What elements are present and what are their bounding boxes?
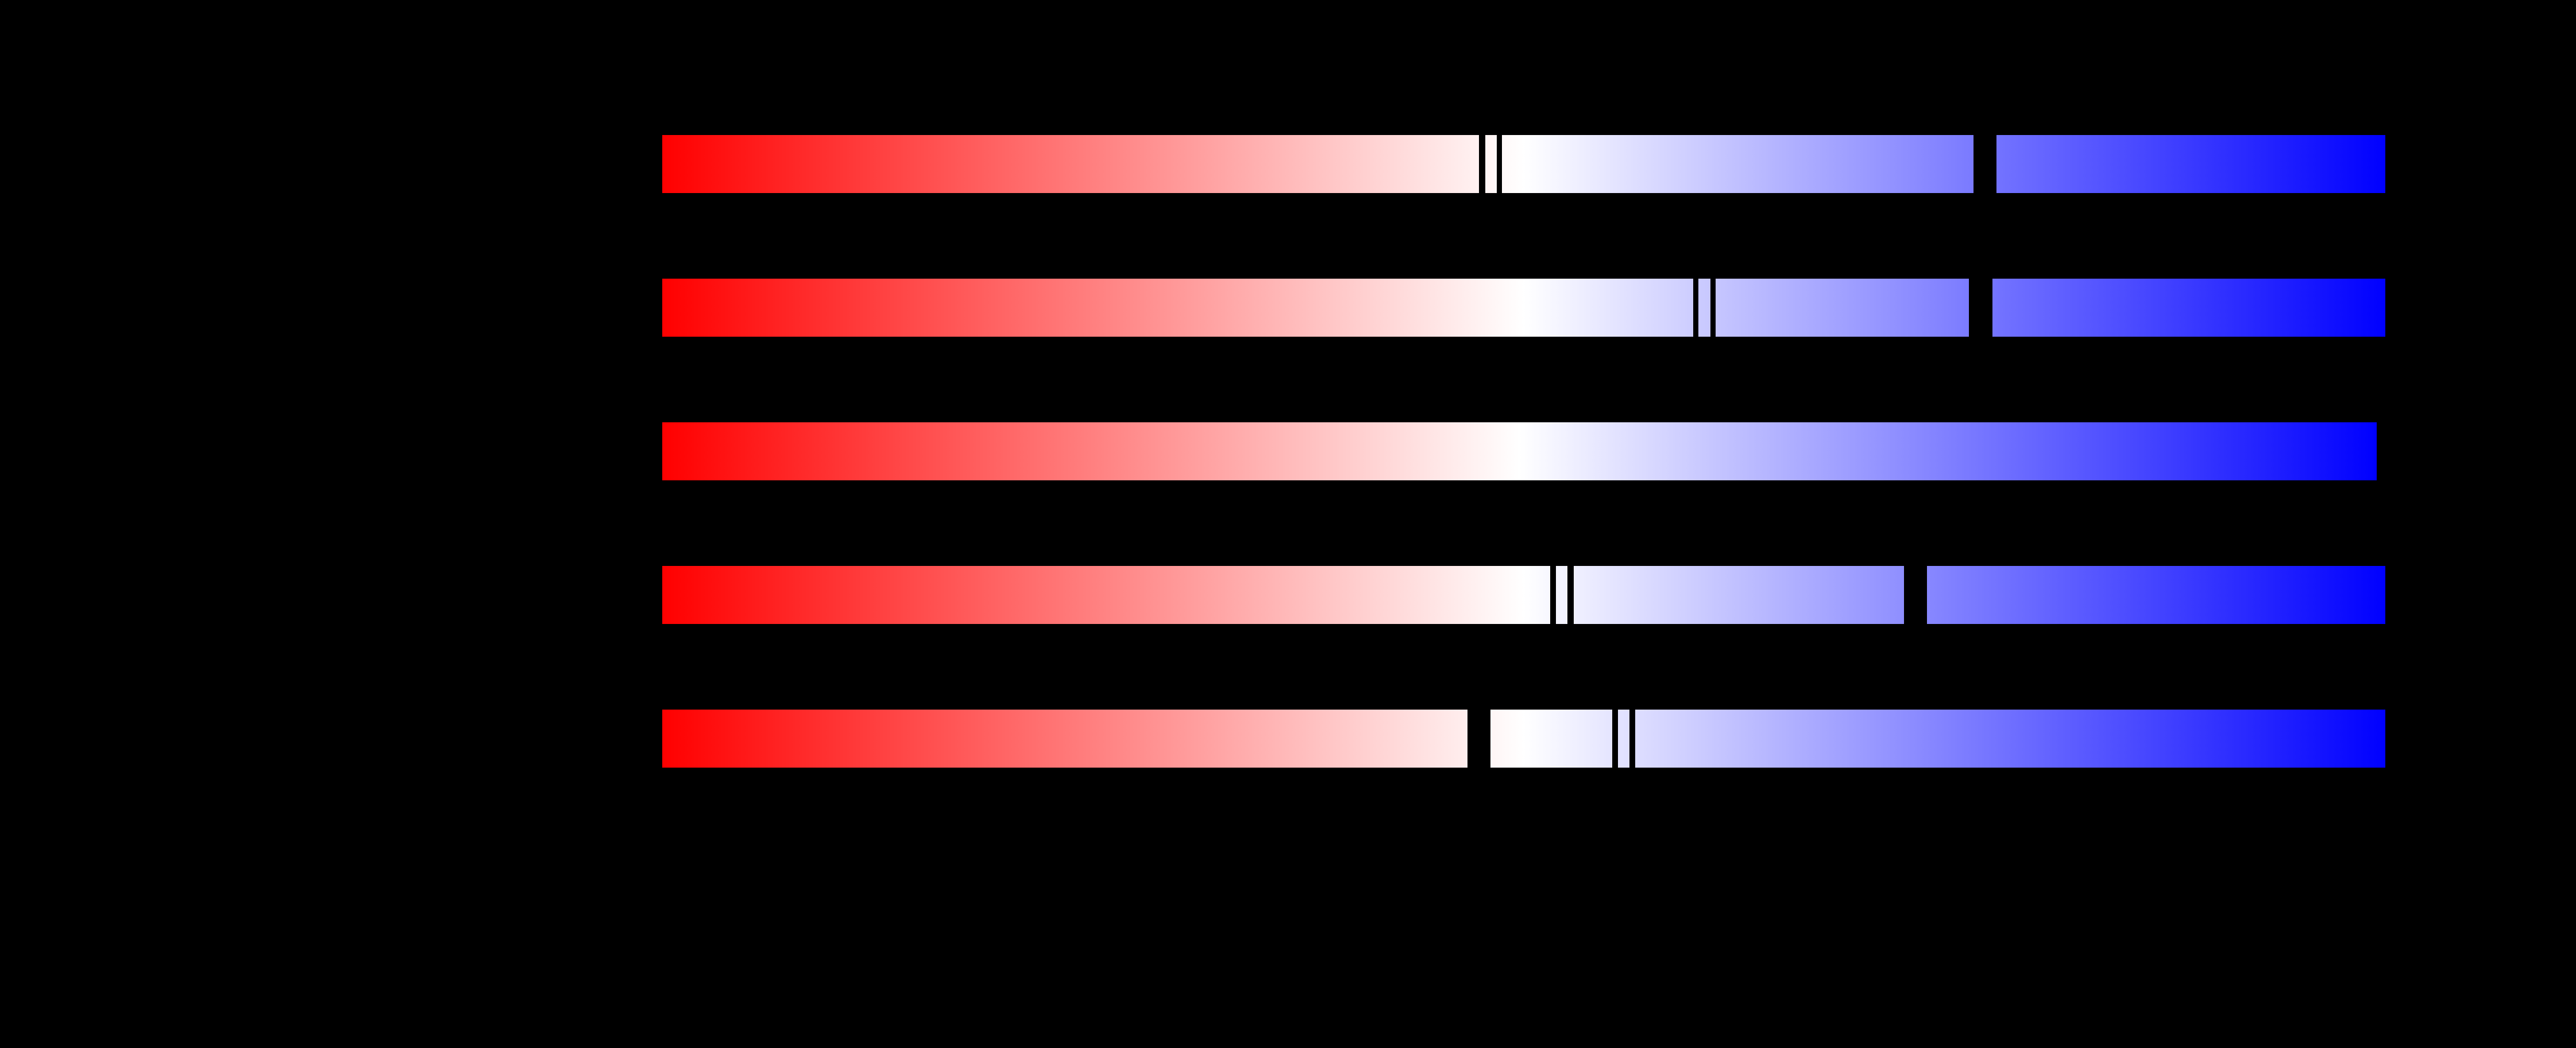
- marker-block-wide: [1904, 566, 1927, 624]
- gradient-bar-4: [662, 566, 2385, 624]
- gradient-bar-3: [662, 422, 2377, 480]
- marker-line-thin: [1710, 279, 1716, 337]
- gradient-bar-2: [662, 279, 2385, 337]
- marker-block-wide: [1467, 710, 1490, 768]
- gradient-bar-5: [662, 710, 2385, 768]
- marker-line-thin: [1567, 566, 1574, 624]
- marker-line-thin: [1497, 135, 1502, 193]
- marker-line-thin: [1479, 135, 1485, 193]
- marker-line-thin: [1693, 279, 1698, 337]
- marker-line-thin: [1550, 566, 1556, 624]
- gradient-bar-1: [662, 135, 2385, 193]
- marker-block-wide: [1969, 279, 1992, 337]
- marker-line-thin: [1612, 710, 1618, 768]
- marker-block-wide: [1973, 135, 1996, 193]
- marker-line-thin: [1629, 710, 1635, 768]
